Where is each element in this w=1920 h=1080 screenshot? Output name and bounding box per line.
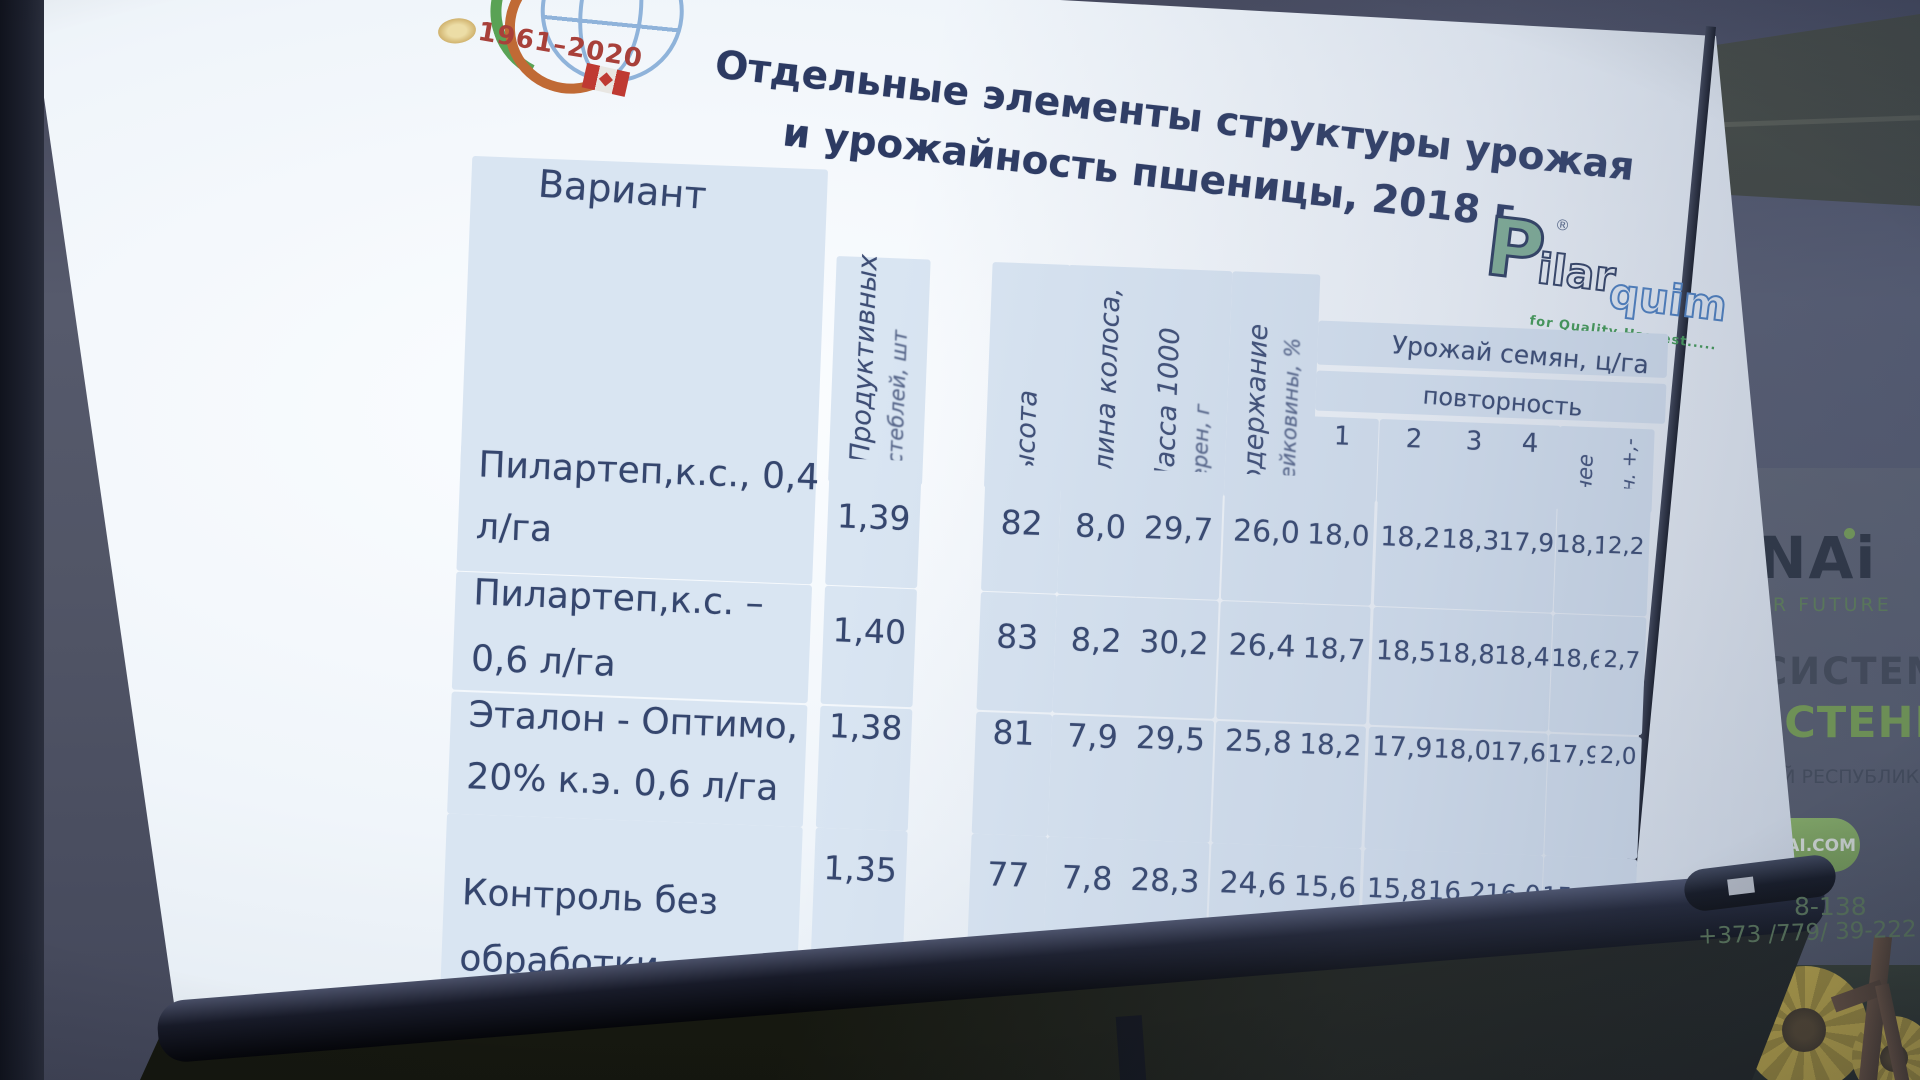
table-column-header: Продуктивных стеблей, шт — [844, 208, 922, 465]
table-rep-number: 4 — [1521, 428, 1539, 460]
table-column-header: Масса 1000 зерен, г — [1148, 245, 1225, 493]
table-value: 1,40 — [831, 610, 907, 652]
table-value: 1,35 — [822, 847, 898, 890]
table-rep-number: 1 — [1333, 421, 1352, 452]
table-column-header: Содержание клейковины, % — [1236, 259, 1313, 506]
photo-left-edge — [0, 0, 44, 1080]
table-value: 2,0 — [1599, 742, 1637, 771]
screen-stand-pole — [1115, 1015, 1147, 1080]
table-value: 2,7 — [1603, 646, 1641, 675]
banner-phone-fragment: 8-138 — [1794, 892, 1867, 921]
table-value: 1,39 — [836, 496, 912, 539]
table-rep-number: 3 — [1465, 426, 1483, 457]
table-value: 2,2 — [1607, 532, 1645, 561]
table-value: 1,38 — [828, 706, 904, 748]
table-rep-number: 2 — [1405, 423, 1423, 455]
crank-arm-label — [1727, 876, 1755, 896]
